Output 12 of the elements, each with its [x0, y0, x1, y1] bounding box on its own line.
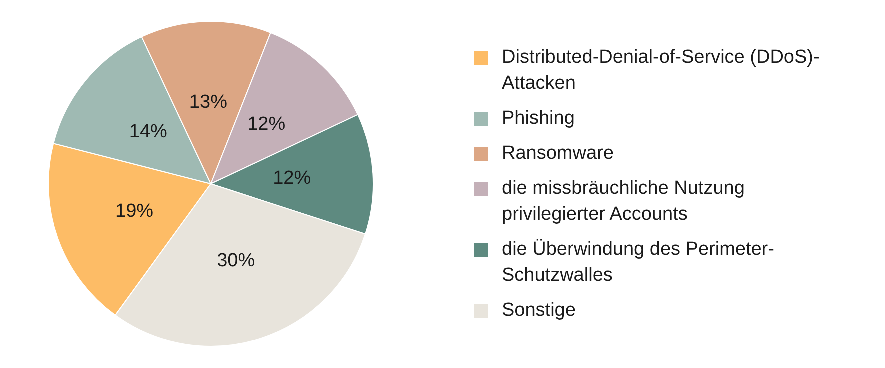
data-label: 12% — [273, 168, 312, 190]
legend-label: Ransomware — [502, 142, 615, 166]
legend-label: die Überwindung des Perimeter-Schutzwalles — [502, 238, 776, 288]
data-label: 19% — [116, 200, 154, 222]
legend-label: Distributed-Denial-of-Service (DDoS)-Attacken — [502, 46, 821, 96]
data-label: 12% — [248, 114, 286, 136]
legend-label: Sonstige — [502, 298, 577, 322]
data-label: 13% — [189, 92, 228, 114]
data-label: 30% — [217, 250, 256, 272]
data-label: 14% — [129, 121, 168, 142]
legend-label: Phishing — [502, 106, 576, 130]
legend-label: die missbräuchliche Nutzung privilegierter Accounts — [502, 176, 746, 226]
